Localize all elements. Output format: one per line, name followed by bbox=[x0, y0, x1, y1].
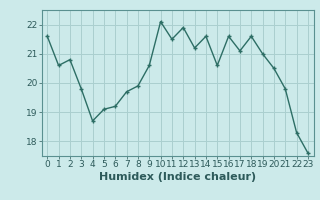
X-axis label: Humidex (Indice chaleur): Humidex (Indice chaleur) bbox=[99, 172, 256, 182]
